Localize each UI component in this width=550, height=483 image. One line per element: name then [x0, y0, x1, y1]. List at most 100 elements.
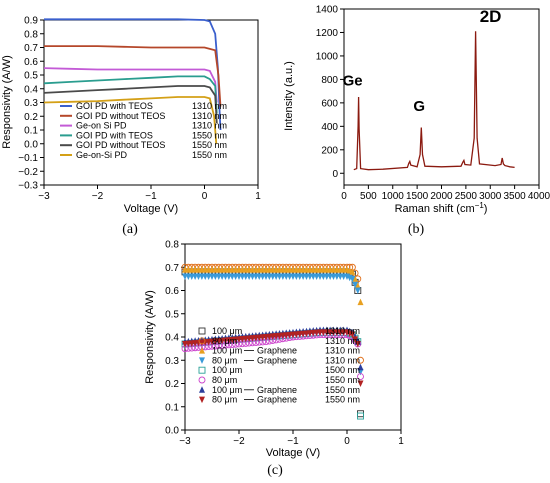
panel-c-marker: [357, 298, 364, 306]
panel-c-legend-graphene-4: Graphene: [257, 355, 297, 365]
panel-c-marker: [354, 287, 361, 294]
panel-b-chart: 0 500 1000 1500 2000 2500 3000 3500 400002004006…: [283, 5, 550, 238]
panel-c-label: (c): [267, 463, 283, 478]
panel-c-y-tick-label: 0.3: [165, 356, 179, 367]
panel-b-x-axis-label: Raman shift (cm−1): [395, 201, 488, 215]
panel-c-y-tick-label: 0.8: [165, 240, 179, 251]
panel-c-legend-label-8: 80 μm: [212, 395, 237, 405]
panel-b-y-tick-label: 1200: [316, 28, 339, 39]
panel-c-legend-wavelength-6: 1550 nm: [325, 375, 360, 385]
panel-c-y-axis-label: Responsivity (A/W): [144, 290, 156, 384]
panel-c-y-tick-label: 0.1: [165, 402, 179, 413]
panel-a-label: (a): [122, 222, 138, 237]
panel-c-legend-graphene-3: Graphene: [257, 346, 297, 356]
panel-c-marker: [357, 380, 364, 387]
panel-c-legend-wavelength-2: 1310 nm: [325, 336, 360, 346]
panel-c-marker: [357, 368, 364, 376]
panel-b-y-tick-label: 400: [321, 122, 338, 133]
panel-c-legend-graphene-7: Graphene: [257, 385, 297, 395]
panel-c-legend-marker-8: [199, 396, 205, 404]
panel-a-legend-wavelength-1: 1310 nm: [192, 101, 227, 111]
panel-a-legend-wavelength-3: 1310 nm: [192, 121, 227, 131]
panel-c-marker: [357, 373, 364, 380]
panel-b-x-tick-label: 1500: [406, 191, 429, 202]
panel-a-y-tick-label: 0.2: [24, 112, 38, 123]
panel-c-legend-wavelength-1: 1310 nm: [325, 326, 360, 336]
panel-b-x-tick-label: 2000: [430, 191, 453, 202]
panel-a-ticks: −3 −2 −1 0 1 −0.3 −0.2 −0.1 0.0 0.1 0.2 0.3 0.4 0.5 0.…: [18, 16, 261, 203]
panel-a-legend-label-6: Ge-on-Si PD: [76, 150, 128, 160]
panel-c-legend-marker-2: [198, 337, 206, 345]
panel-c-legend-wavelength-3: 1310 nm: [325, 346, 360, 356]
panel-a-x-tick-label: 1: [255, 191, 261, 202]
panel-c-legend-label-4: 80 μm: [212, 355, 237, 365]
panel-b-y-axis-label: Intensity (a.u.): [283, 61, 295, 131]
panel-a-x-tick-label: 0: [202, 191, 208, 202]
panel-a-x-tick-label: −3: [38, 191, 50, 202]
panel-c-x-tick-label: 1: [398, 436, 404, 447]
panel-a-y-tick-label: 0.5: [24, 71, 38, 82]
panel-b-x-tick-label: 3500: [504, 191, 527, 202]
panel-a-y-tick-label: 0.8: [24, 29, 38, 40]
panel-b-x-tick-label: 500: [360, 191, 377, 202]
panel-b-peak-label-2d: 2D: [480, 7, 502, 26]
panel-c-legend-marker-5: [198, 366, 206, 374]
panel-c-y-tick-label: 0.2: [165, 379, 179, 390]
panel-b-y-tick-label: 1000: [316, 51, 339, 62]
panel-c-marker: [349, 275, 356, 283]
panel-a-legend: GOI PD with TEOS 1310 nm GOI PD without TE…: [60, 101, 227, 160]
panel-a-legend-wavelength-2: 1310 nm: [192, 111, 227, 121]
panel-c-legend-label-6: 80 μm: [212, 375, 237, 385]
panel-c-legend-marker-7: [199, 386, 205, 393]
panel-a-legend-label-2: GOI PD without TEOS: [76, 111, 165, 121]
panel-a-y-tick-label: −0.3: [18, 181, 38, 192]
panel-b-y-tick-label: 200: [321, 145, 338, 156]
panel-a-y-tick-label: −0.2: [18, 167, 38, 178]
panel-c-y-tick-label: 0.0: [165, 426, 179, 437]
panel-b-plot-frame: [343, 8, 540, 186]
panel-b-y-tick-label: 0: [332, 169, 338, 180]
panel-a-x-tick-label: −1: [145, 191, 157, 202]
panel-b-label: (b): [408, 222, 425, 237]
panel-c-legend-marker-1: [198, 327, 206, 335]
panel-c-y-tick-label: 0.4: [165, 333, 179, 344]
panel-b-y-tick-label: 600: [321, 98, 338, 109]
panel-c-x-tick-label: 0: [344, 436, 350, 447]
panel-b-y-tick-label: 1400: [316, 5, 339, 16]
panel-c-y-tick-label: 0.7: [165, 263, 179, 274]
panel-a-legend-wavelength-6: 1550 nm: [192, 150, 227, 160]
panel-c-marker: [349, 268, 356, 275]
panel-c-legend-label-2: 80 μm: [212, 336, 237, 346]
panel-a-x-tick-label: −2: [92, 191, 104, 202]
panel-c-chart: −3 −2 −1 0 1 0.0 0.1 0.2 0.3 0.4 0.5 0.6 0.7 0.8 100 …: [144, 240, 404, 479]
panel-c-legend-marker-3: [199, 347, 205, 354]
panel-c-marker: [352, 281, 359, 289]
panel-c-marker: [354, 282, 361, 289]
panel-a-y-tick-label: 0.9: [24, 16, 38, 27]
panel-c-legend-wavelength-8: 1550 nm: [325, 395, 360, 405]
panel-a-legend-label-3: Ge-on Si PD: [76, 121, 127, 131]
panel-a-series-line-3: [43, 67, 218, 103]
panel-b-raman-spectrum-line: [353, 31, 515, 171]
panel-a-y-tick-label: 0.7: [24, 43, 38, 54]
panel-c-x-axis-label: Voltage (V): [266, 447, 320, 459]
panel-a-legend-label-4: GOI PD with TEOS: [76, 130, 153, 140]
panel-c-y-tick-label: 0.5: [165, 309, 179, 320]
panel-a-chart: −3 −2 −1 0 1 −0.3 −0.2 −0.1 0.0 0.1 0.2 0.3 0.4 0.5 0.…: [1, 16, 261, 238]
panel-a-y-tick-label: 0.0: [24, 139, 38, 150]
panel-a-series-line-4: [43, 75, 218, 114]
panel-b-x-tick-label: 4000: [528, 191, 550, 202]
panel-b-ticks: 0 500 1000 1500 2000 2500 3000 3500 400002004006…: [316, 5, 550, 203]
panel-c-legend-wavelength-4: 1310 nm: [325, 355, 360, 365]
panel-b-y-tick-label: 800: [321, 75, 338, 86]
panel-c-legend-marker-6: [198, 376, 206, 384]
panel-a-y-axis-label: Responsivity (A/W): [1, 55, 13, 149]
panel-c-ticks: −3 −2 −1 0 1 0.0 0.1 0.2 0.3 0.4 0.5 0.6 0.7 0.8: [165, 240, 404, 448]
panel-a-y-tick-label: 0.1: [24, 126, 38, 137]
panel-c-marker: [357, 363, 364, 371]
panel-c-legend-label-1: 100 μm: [212, 326, 242, 336]
panel-c-legend-wavelength-7: 1550 nm: [325, 385, 360, 395]
panel-c-marker: [352, 275, 359, 282]
panel-a-series: [43, 18, 222, 144]
panel-c-marker: [349, 331, 356, 339]
